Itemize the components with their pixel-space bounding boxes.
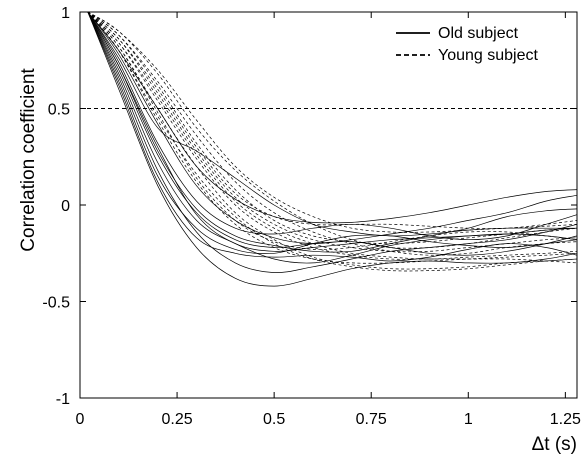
y-tick-label: 1 bbox=[61, 5, 70, 22]
y-axis: 1 0.5 0 -0.5 -1 bbox=[42, 5, 577, 408]
young-subject-line-12 bbox=[87, 11, 578, 249]
y-axis-label: Correlation coefficient bbox=[18, 68, 39, 252]
legend-label: Old subject bbox=[438, 25, 519, 42]
x-axis-label: Δt (s) bbox=[532, 434, 577, 455]
young-subject-line-15 bbox=[87, 11, 578, 244]
young-subject-line-19 bbox=[87, 11, 578, 251]
old-subject-line-4 bbox=[87, 11, 578, 224]
legend: Old subject Young subject bbox=[396, 25, 538, 64]
old-subject-line-10 bbox=[87, 11, 578, 253]
x-axis: 0 0.25 0.5 0.75 1 1.25 bbox=[76, 12, 581, 428]
old-subject-line-11 bbox=[87, 11, 578, 255]
old-subject-line-7 bbox=[87, 11, 578, 262]
young-subject-line-13 bbox=[87, 11, 578, 253]
young-subject-line-23 bbox=[87, 11, 578, 264]
y-tick-label: 0 bbox=[61, 198, 70, 215]
old-subject-line-3 bbox=[87, 11, 578, 244]
old-subject-line-2 bbox=[87, 11, 578, 287]
x-tick-label: 0.75 bbox=[356, 411, 387, 428]
y-tick-label: 0.5 bbox=[48, 102, 70, 119]
young-subject-line-16 bbox=[87, 11, 578, 264]
old-subject-line-1 bbox=[87, 11, 578, 273]
old-subject-line-6 bbox=[87, 11, 578, 241]
series-lines bbox=[87, 11, 578, 287]
x-tick-label: 0.25 bbox=[162, 411, 193, 428]
old-subject-line-5 bbox=[87, 11, 578, 256]
old-subject-line-8 bbox=[87, 11, 577, 237]
x-tick-label: 1 bbox=[464, 411, 473, 428]
young-subject-line-20 bbox=[87, 11, 578, 256]
legend-label: Young subject bbox=[438, 47, 538, 64]
young-subject-line-22 bbox=[87, 11, 578, 233]
young-subject-line-21 bbox=[87, 11, 578, 260]
y-tick-label: -1 bbox=[56, 391, 70, 408]
x-tick-label: 1.25 bbox=[550, 411, 581, 428]
young-subject-line-18 bbox=[87, 11, 578, 229]
x-tick-label: 0.5 bbox=[263, 411, 285, 428]
x-tick-label: 0 bbox=[76, 411, 85, 428]
y-tick-label: -0.5 bbox=[42, 295, 70, 312]
